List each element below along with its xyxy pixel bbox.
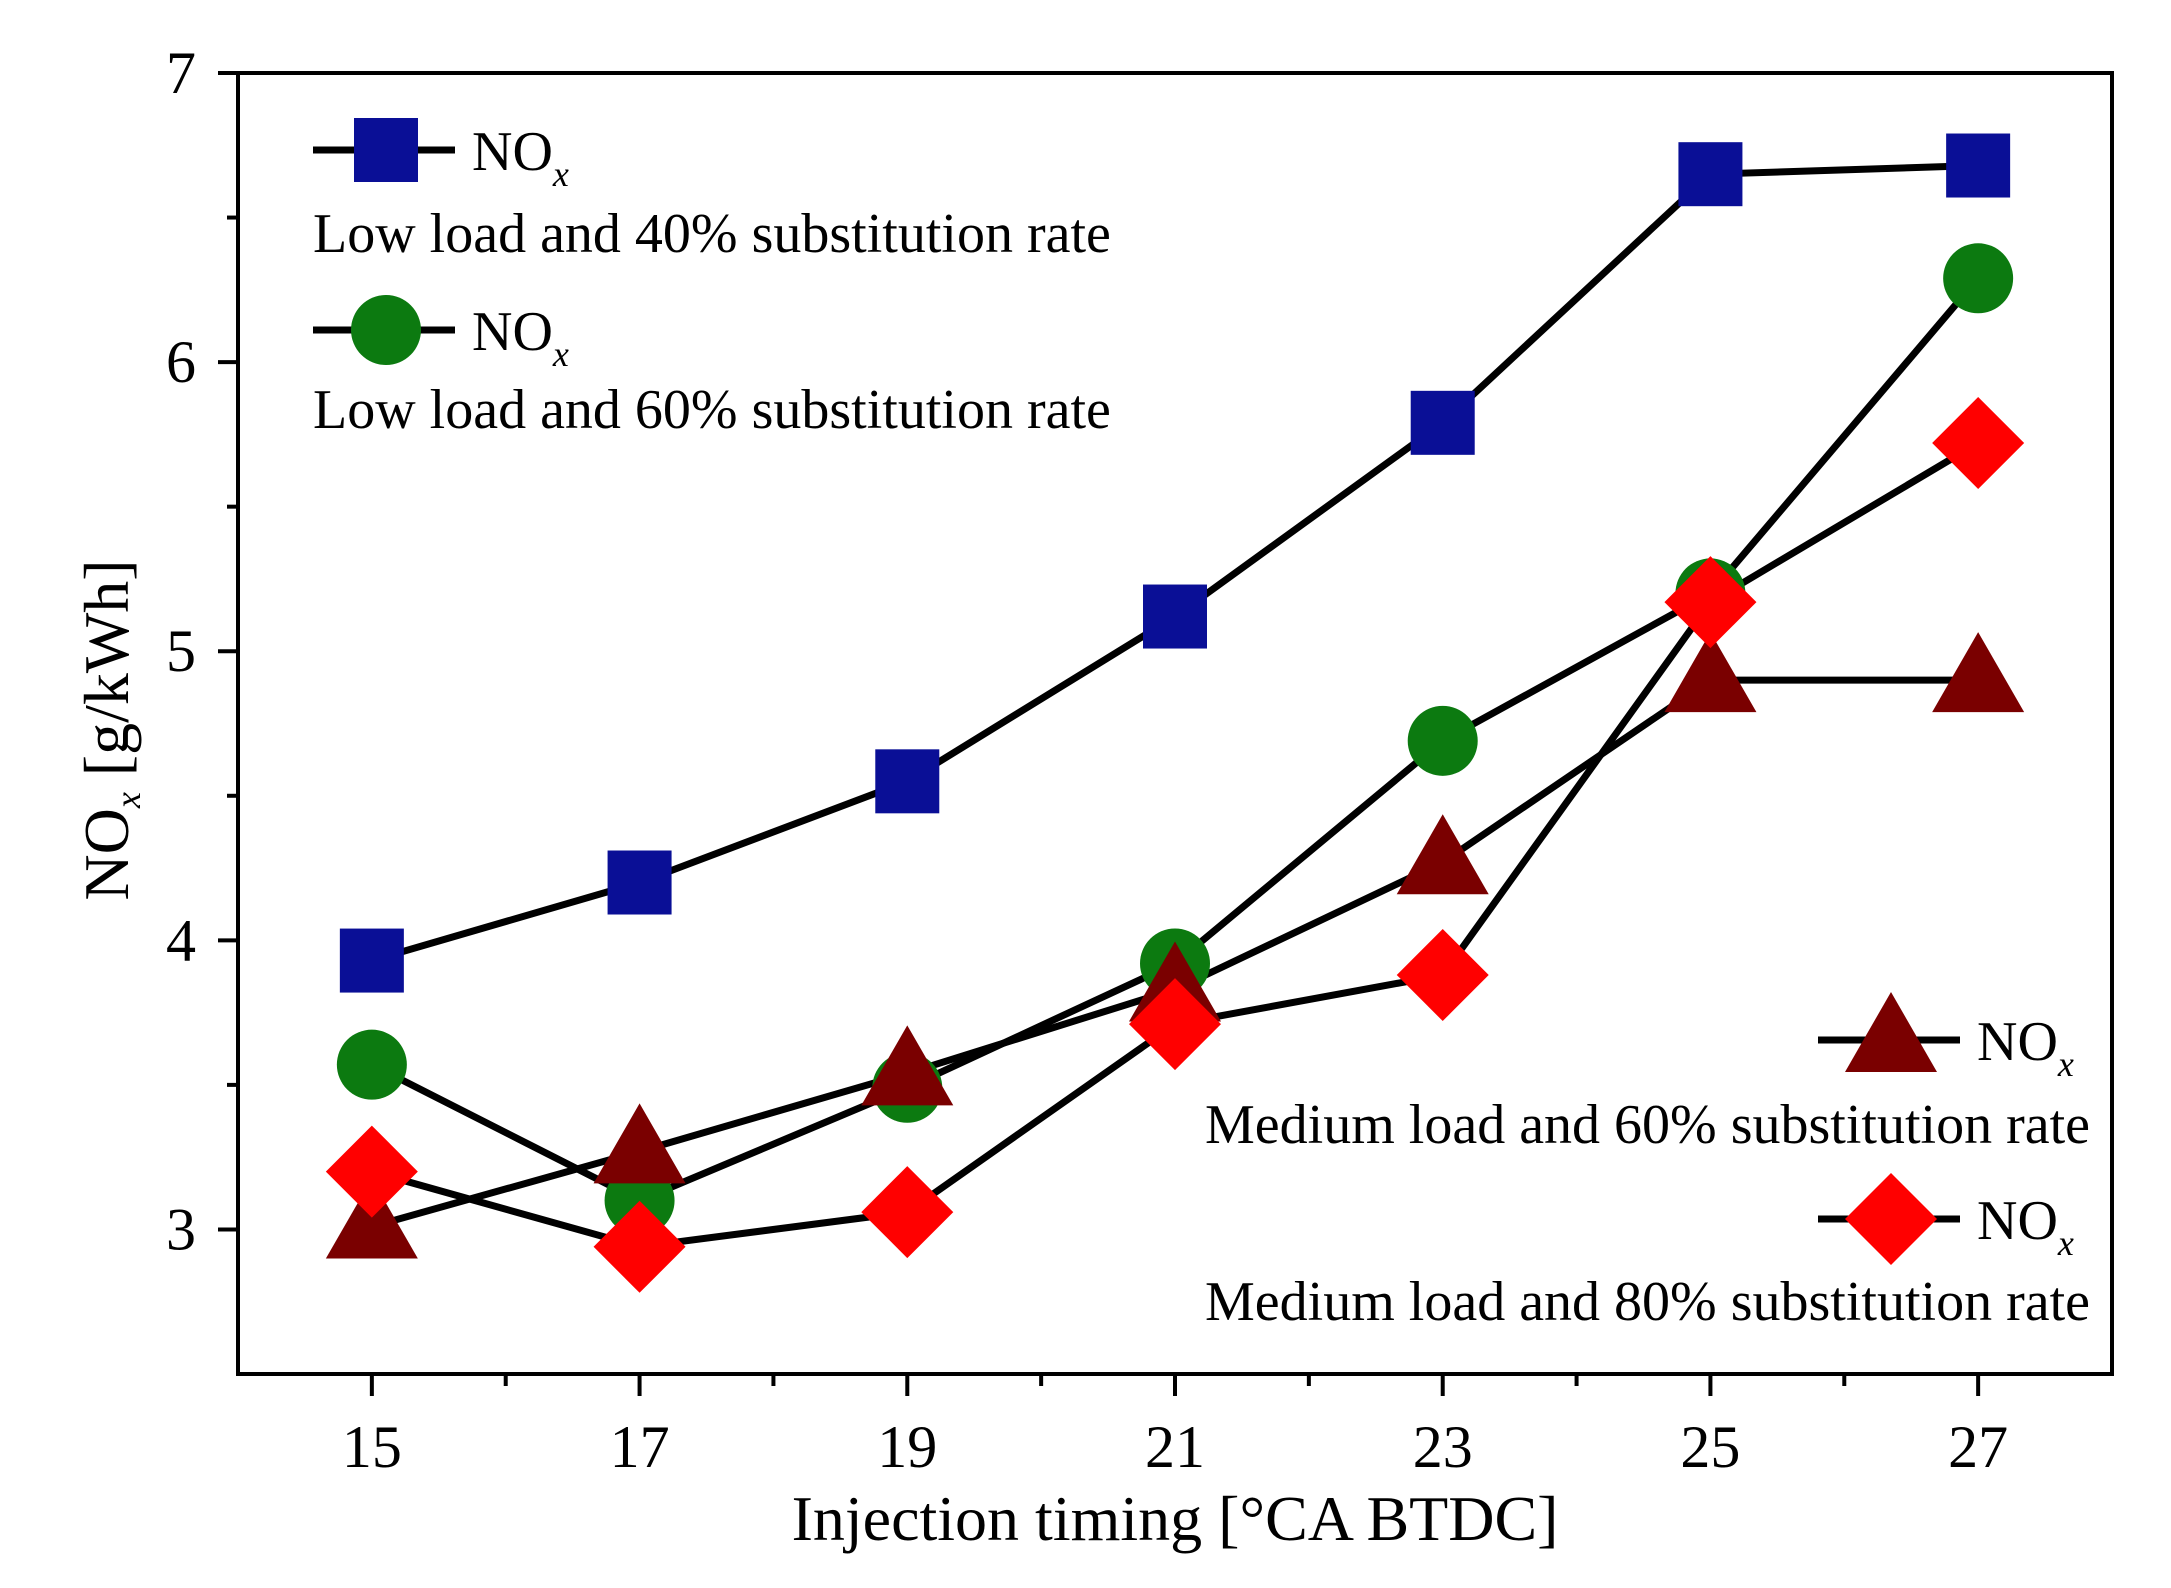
- legend-title-main: NO: [472, 301, 553, 363]
- series-4-point: [1129, 978, 1221, 1071]
- series-4-point: [1932, 397, 2025, 490]
- y-tick-label: 4: [166, 907, 196, 973]
- series-3-point: [1396, 814, 1489, 895]
- legend-title-subscript: x: [2057, 1223, 2074, 1263]
- series-3-point: [325, 1178, 418, 1259]
- legend-label-2: Low load and 60% substitution rate: [313, 379, 1111, 441]
- legend-marker-4: [1845, 1173, 1937, 1265]
- legend-label-4: Medium load and 80% substitution rate: [1205, 1271, 2090, 1333]
- series-1-point: [1678, 142, 1743, 207]
- series-2-point: [336, 1029, 407, 1100]
- series-1-point: [339, 928, 404, 993]
- series-4-point: [325, 1125, 418, 1218]
- legend-title-main: NO: [1977, 1011, 2058, 1073]
- x-tick-label: 27: [1948, 1414, 2008, 1480]
- series-1-point: [1410, 390, 1475, 455]
- y-tick-label: 7: [166, 40, 196, 106]
- legend-title-4: NOx: [1977, 1190, 2074, 1263]
- x-tick-label: 25: [1680, 1414, 1740, 1480]
- x-axis-label: Injection timing [°CA BTDC]: [792, 1483, 1559, 1554]
- series-2-point: [1407, 705, 1478, 776]
- series-markers: [325, 133, 2025, 1293]
- series-3-point: [861, 1025, 954, 1106]
- y-axis-label-subscript: x: [108, 792, 148, 809]
- axes: 15 17 19 21 23 25 27 3 4 5 6 7: [166, 40, 2114, 1480]
- x-tick-label: 17: [610, 1414, 670, 1480]
- series-2-point: [1943, 243, 2014, 314]
- x-tick-label: 21: [1145, 1414, 1205, 1480]
- y-tick-label: 5: [166, 618, 196, 684]
- legend-title-2: NOx: [472, 301, 569, 374]
- y-axis-label-unit: [g/kWh]: [71, 559, 142, 792]
- series-1-point: [1946, 133, 2011, 198]
- series-1-point: [1143, 584, 1207, 649]
- y-axis-label-main: NO: [71, 808, 142, 900]
- legend-title-1: NOx: [472, 121, 569, 194]
- legend-title-subscript: x: [552, 154, 569, 194]
- legend-label-1: Low load and 40% substitution rate: [313, 203, 1111, 265]
- legend-marker-1: [354, 118, 418, 182]
- legend-title-subscript: x: [2057, 1044, 2074, 1084]
- y-tick-label: 6: [166, 329, 196, 395]
- y-tick-label: 3: [166, 1196, 196, 1262]
- legend-title-3: NOx: [1977, 1011, 2074, 1084]
- legend-marker-2: [351, 295, 421, 365]
- legend-title-main: NO: [1977, 1190, 2058, 1252]
- x-tick-label: 15: [342, 1414, 402, 1480]
- legend-label-3: Medium load and 60% substitution rate: [1205, 1094, 2090, 1156]
- y-axis-label: NOx [g/kWh]: [71, 559, 148, 900]
- series-1-point: [607, 850, 672, 915]
- series-4-point: [593, 1200, 686, 1293]
- series-3-point: [1664, 632, 1757, 713]
- legend-title-subscript: x: [552, 334, 569, 374]
- x-tick-label: 23: [1413, 1414, 1473, 1480]
- series-4-point: [1396, 929, 1489, 1022]
- series-4-point: [861, 1166, 954, 1259]
- series-3-point: [1932, 632, 2025, 713]
- legend-marker-3: [1845, 992, 1937, 1072]
- legend-title-main: NO: [472, 121, 553, 183]
- series-4-point: [1664, 556, 1757, 649]
- x-tick-label: 19: [877, 1414, 937, 1480]
- series-3-point: [593, 1103, 686, 1184]
- series-1-point: [875, 749, 940, 814]
